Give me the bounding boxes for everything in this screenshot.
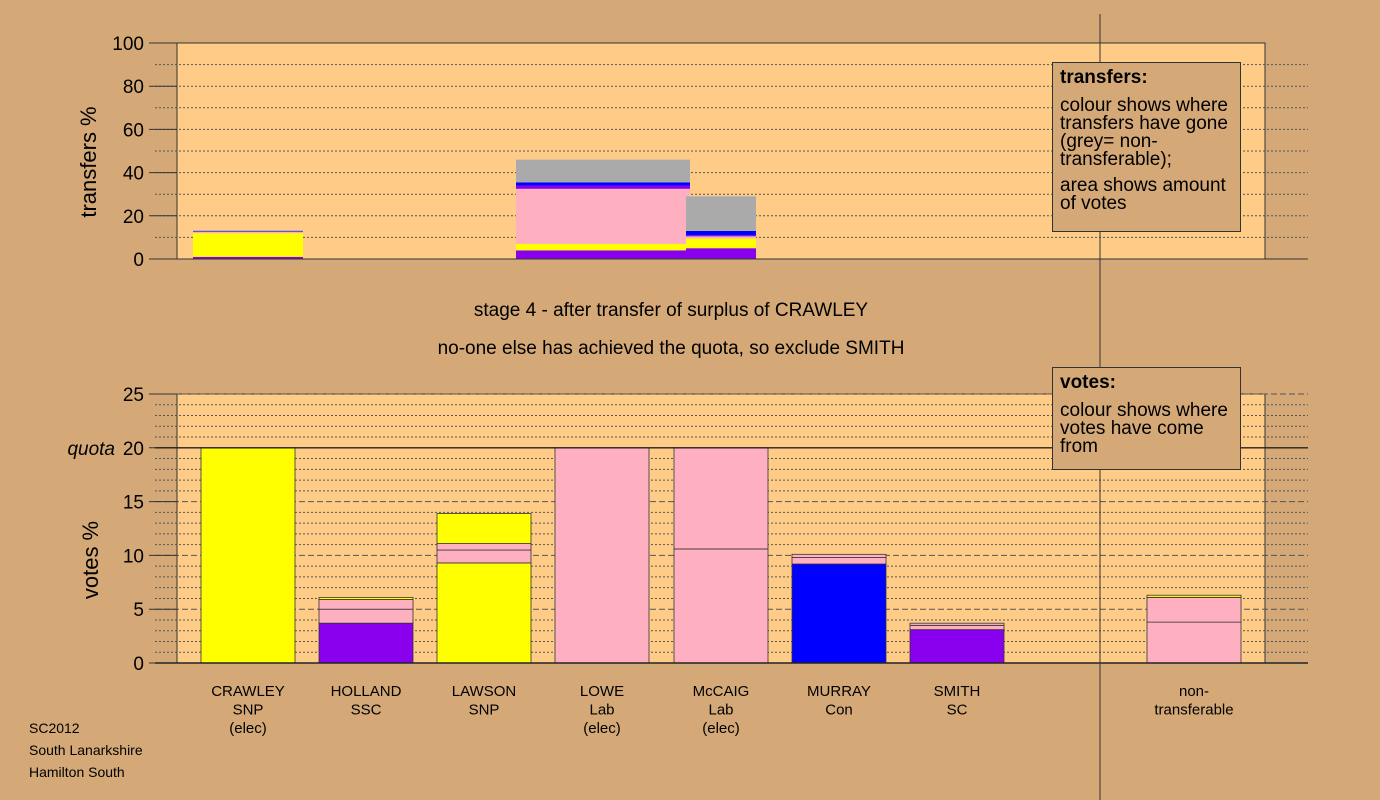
vote-bar-segment <box>791 563 887 664</box>
category-label: SC <box>947 702 968 719</box>
category-label: CRAWLEY <box>211 683 285 700</box>
vote-bar-segment <box>436 543 532 551</box>
category-label: LOWE <box>580 683 624 700</box>
transfer-bar-2-segment <box>516 243 690 251</box>
category-label: SSC <box>351 702 382 719</box>
vote-bar-segment <box>436 562 532 664</box>
category-label: non- <box>1179 683 1209 700</box>
category-label: transferable <box>1154 702 1233 719</box>
transfer-bar-3-segment <box>686 230 756 236</box>
transfers-y-tick-label: 20 <box>123 207 144 228</box>
transfers-y-axis-label: transfers % <box>76 106 101 217</box>
transfer-bar-3-segment <box>686 236 756 239</box>
votes-y-axis-label: votes % <box>78 521 103 599</box>
votes-legend: votes: colour shows where votes have com… <box>1052 367 1241 470</box>
transfer-bar-1-segment <box>193 256 303 259</box>
transfers-y-tick-label: 0 <box>133 250 144 271</box>
transfer-bar-2-segment <box>516 182 690 186</box>
transfer-bar-2-segment <box>516 250 690 259</box>
vote-bar-segment <box>554 447 650 664</box>
category-label: LAWSON <box>452 683 516 700</box>
transfer-bar-1-segment <box>193 230 303 231</box>
votes-legend-line1: colour shows where votes have come from <box>1060 400 1228 457</box>
category-label: SNP <box>233 702 264 719</box>
transfers-legend-title: transfers: <box>1060 67 1148 88</box>
footer-ward: Hamilton South <box>29 764 125 780</box>
transfer-bar-1-segment <box>193 231 303 234</box>
transfers-y-tick-label: 60 <box>123 120 144 141</box>
votes-y-tick-label: 0 <box>133 654 144 675</box>
category-label: (elec) <box>229 720 267 737</box>
votes-y-tick-label: 5 <box>133 600 144 621</box>
transfer-bar-1-segment <box>193 233 303 257</box>
votes-legend-title: votes: <box>1060 372 1116 393</box>
vote-bar-segment <box>318 608 414 624</box>
category-label: Lab <box>708 702 733 719</box>
vote-bar-segment <box>318 596 414 600</box>
vote-bar-segment <box>909 624 1005 631</box>
quota-label: quota <box>67 439 115 460</box>
category-label: SNP <box>469 702 500 719</box>
transfer-bar-3-segment <box>686 235 756 237</box>
vote-bar-segment <box>673 548 769 664</box>
vote-bar-segment <box>318 622 414 664</box>
vote-bar-segment <box>791 553 887 558</box>
vote-bar-segment <box>673 447 769 550</box>
vote-bar-segment <box>436 549 532 564</box>
vote-bar-segment <box>791 557 887 565</box>
transfers-y-tick-label: 40 <box>123 164 144 185</box>
transfers-legend: transfers: colour shows where transfers … <box>1052 62 1241 232</box>
category-label: SMITH <box>934 683 981 700</box>
transfer-bar-3-segment <box>686 248 756 259</box>
transfers-y-tick-label: 100 <box>112 34 144 55</box>
category-label: Lab <box>589 702 614 719</box>
transfers-legend-line2: area shows amount of votes <box>1060 175 1226 214</box>
category-label: Con <box>825 702 853 719</box>
transfer-bar-2-segment <box>516 185 690 189</box>
footer-council: South Lanarkshire <box>29 742 143 758</box>
vote-bar-segment <box>318 599 414 610</box>
stage-line-1: stage 4 - after transfer of surplus of C… <box>473 300 869 321</box>
vote-bar-segment <box>909 629 1005 664</box>
stage-line-2: no-one else has achieved the quota, so e… <box>437 338 905 359</box>
category-label: (elec) <box>583 720 621 737</box>
transfers-legend-line1: colour shows where transfers have gone (… <box>1060 95 1228 170</box>
category-label: HOLLAND <box>331 683 402 700</box>
vote-bar-segment <box>1146 594 1242 598</box>
votes-y-tick-label: 20 <box>123 439 144 460</box>
vote-bar-segment <box>436 513 532 544</box>
transfer-bar-2-segment <box>516 159 690 183</box>
votes-y-tick-label: 10 <box>123 546 144 567</box>
transfer-bar-1-segment <box>193 230 303 232</box>
category-label: (elec) <box>702 720 740 737</box>
transfer-bar-3-segment <box>686 196 756 231</box>
votes-y-tick-label: 15 <box>123 493 144 514</box>
transfers-y-tick-label: 80 <box>123 77 144 98</box>
transfer-bar-3-segment <box>686 238 756 249</box>
vote-bar-segment <box>1146 596 1242 623</box>
category-label: MURRAY <box>807 683 871 700</box>
votes-y-tick-label: 25 <box>123 385 144 406</box>
category-label: McCAIG <box>693 683 750 700</box>
transfer-bar-2-segment <box>516 188 690 244</box>
vote-bar-segment <box>1146 621 1242 664</box>
footer-election: SC2012 <box>29 720 80 736</box>
vote-bar-segment <box>909 622 1005 626</box>
vote-bar-segment <box>200 447 296 664</box>
